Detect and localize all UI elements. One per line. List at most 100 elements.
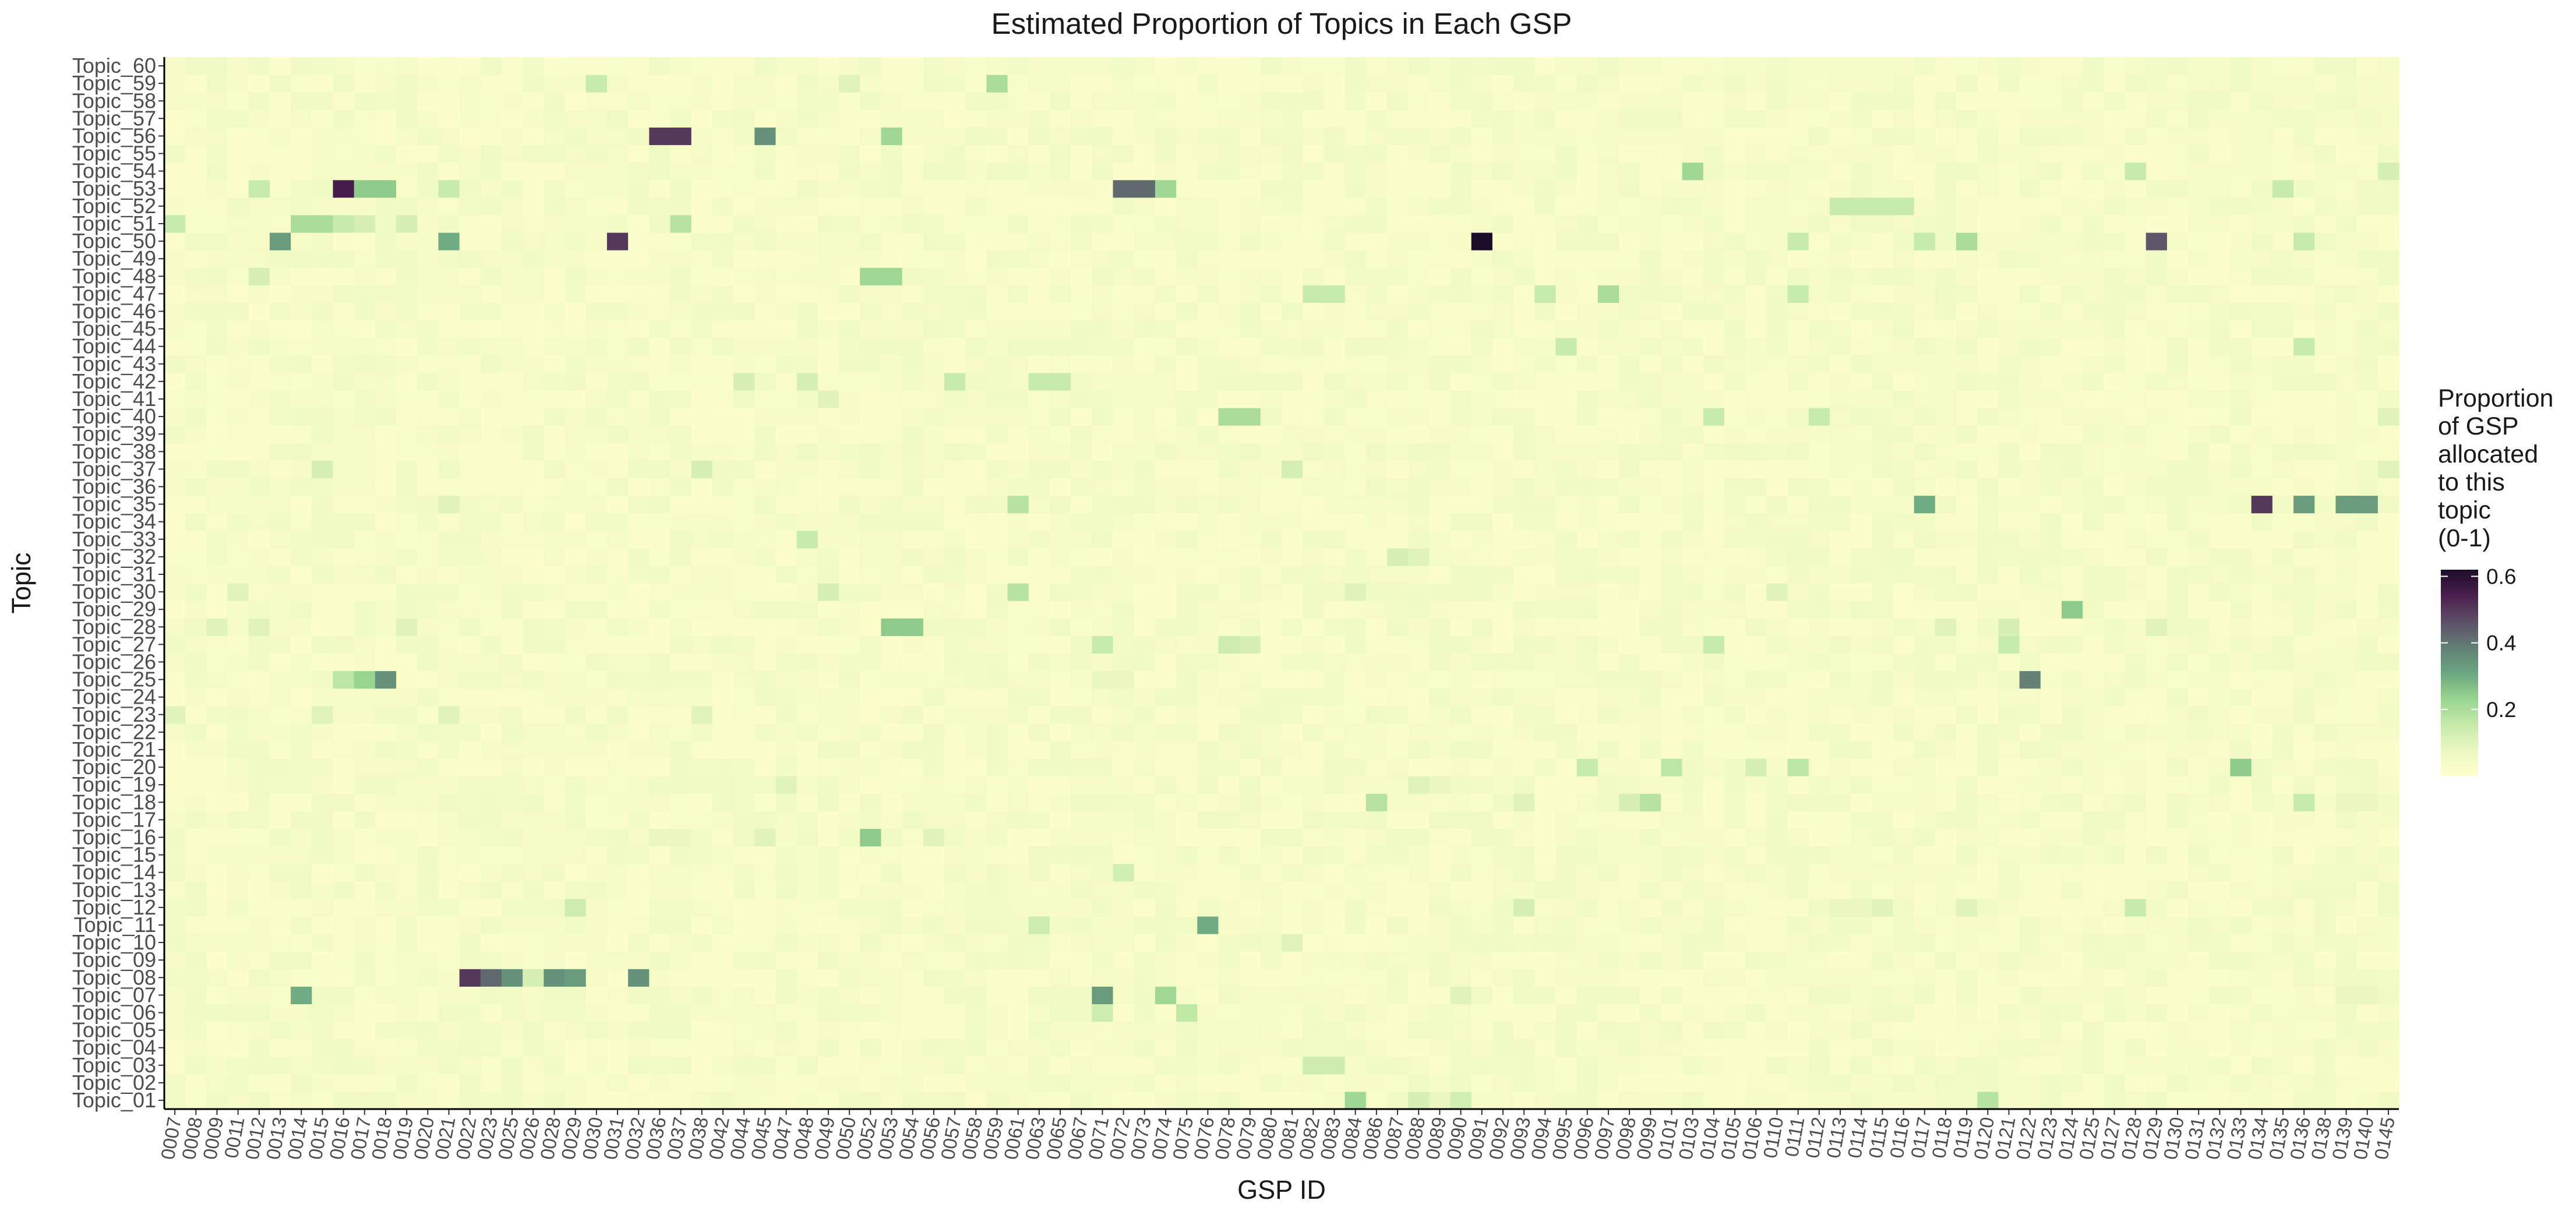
heatmap-cell (1492, 916, 1514, 934)
heatmap-cell (502, 127, 523, 146)
heatmap-cell (1260, 635, 1282, 654)
heatmap-cell (227, 601, 249, 619)
heatmap-cell (1324, 302, 1346, 321)
heatmap-cell (333, 390, 355, 408)
heatmap-cell (1365, 302, 1388, 321)
heatmap-cell (1682, 828, 1704, 847)
heatmap-cell (1049, 583, 1071, 601)
heatmap-cell (1239, 618, 1261, 636)
heatmap-cell (1682, 57, 1704, 75)
heatmap-cell (375, 513, 397, 531)
heatmap-cell (1324, 144, 1346, 163)
heatmap-cell (206, 390, 228, 408)
heatmap-cell (417, 583, 439, 601)
heatmap-cell (1724, 793, 1746, 811)
heatmap-cell (1893, 601, 1915, 619)
heatmap-cell (1134, 951, 1156, 969)
heatmap-cell (712, 179, 734, 198)
heatmap-cell (206, 583, 228, 601)
heatmap-cell (649, 969, 671, 987)
heatmap-cell (1071, 75, 1092, 93)
heatmap-cell (1345, 337, 1367, 356)
heatmap-cell (227, 828, 249, 847)
heatmap-cell (817, 75, 839, 93)
heatmap-cell (523, 214, 544, 233)
heatmap-cell (1513, 758, 1535, 776)
heatmap-cell (1113, 618, 1135, 636)
heatmap-cell (628, 92, 650, 110)
heatmap-cell (1282, 1056, 1303, 1075)
heatmap-cell (1872, 478, 1894, 496)
heatmap-cell (206, 1091, 228, 1110)
heatmap-cell (1661, 740, 1683, 759)
heatmap-cell (1049, 688, 1071, 707)
heatmap-cell (944, 1039, 966, 1057)
heatmap-cell (754, 390, 777, 408)
heatmap-cell (248, 986, 270, 1004)
heatmap-cell (1703, 705, 1725, 724)
heatmap-cell (1661, 197, 1683, 216)
heatmap-cell (1155, 267, 1177, 285)
heatmap-cell (375, 425, 397, 443)
heatmap-cell (733, 425, 755, 443)
heatmap-cell (1872, 250, 1894, 268)
heatmap-cell (1028, 179, 1050, 198)
heatmap-cell (269, 916, 291, 934)
heatmap-cell (860, 92, 882, 110)
heatmap-cell (1303, 601, 1324, 619)
heatmap-cell (459, 179, 481, 198)
heatmap-cell (1534, 776, 1557, 794)
heatmap-cell (1576, 57, 1598, 75)
heatmap-cell (1576, 635, 1598, 654)
heatmap-cell (1619, 601, 1640, 619)
heatmap-cell (902, 285, 924, 303)
heatmap-cell (1028, 670, 1050, 689)
heatmap-cell (1766, 548, 1788, 566)
heatmap-cell (291, 372, 312, 391)
heatmap-cell (1619, 513, 1640, 531)
heatmap-cell (523, 127, 544, 146)
heatmap-cell (1724, 513, 1746, 531)
heatmap-cell (1092, 92, 1114, 110)
heatmap-cell (881, 513, 903, 531)
heatmap-cell (775, 618, 797, 636)
heatmap-cell (1408, 197, 1430, 216)
heatmap-cell (839, 670, 860, 689)
heatmap-cell (1597, 705, 1619, 724)
heatmap-cell (206, 916, 228, 934)
heatmap-cell (1113, 548, 1135, 566)
heatmap-cell (1260, 425, 1282, 443)
heatmap-cell (1597, 583, 1619, 601)
heatmap-cell (796, 75, 818, 93)
heatmap-cell (1049, 986, 1071, 1004)
heatmap-cell (1640, 110, 1661, 128)
heatmap-cell (1028, 776, 1050, 794)
heatmap-cell (396, 390, 418, 408)
heatmap-cell (860, 425, 882, 443)
heatmap-cell (817, 811, 839, 829)
heatmap-cell (1766, 758, 1788, 776)
heatmap-cell (1049, 197, 1071, 216)
heatmap-cell (712, 776, 734, 794)
heatmap-cell (1492, 881, 1514, 899)
heatmap-cell (1345, 530, 1367, 549)
heatmap-cell (1155, 1056, 1177, 1075)
heatmap-cell (544, 828, 566, 847)
heatmap-cell (564, 425, 587, 443)
heatmap-cell (628, 828, 650, 847)
heatmap-cell (1745, 934, 1767, 952)
heatmap-cell (333, 355, 355, 373)
heatmap-cell (585, 723, 608, 742)
heatmap-cell (1450, 1091, 1472, 1110)
heatmap-cell (164, 863, 186, 882)
heatmap-cell (606, 179, 629, 198)
heatmap-cell (1303, 881, 1324, 899)
heatmap-cell (1303, 898, 1324, 917)
heatmap-cell (1555, 670, 1578, 689)
heatmap-cell (1260, 127, 1282, 146)
heatmap-cell (1007, 302, 1029, 321)
heatmap-cell (1471, 934, 1493, 952)
heatmap-cell (291, 214, 312, 233)
heatmap-cell (1471, 337, 1493, 356)
heatmap-cell (1492, 1091, 1514, 1110)
